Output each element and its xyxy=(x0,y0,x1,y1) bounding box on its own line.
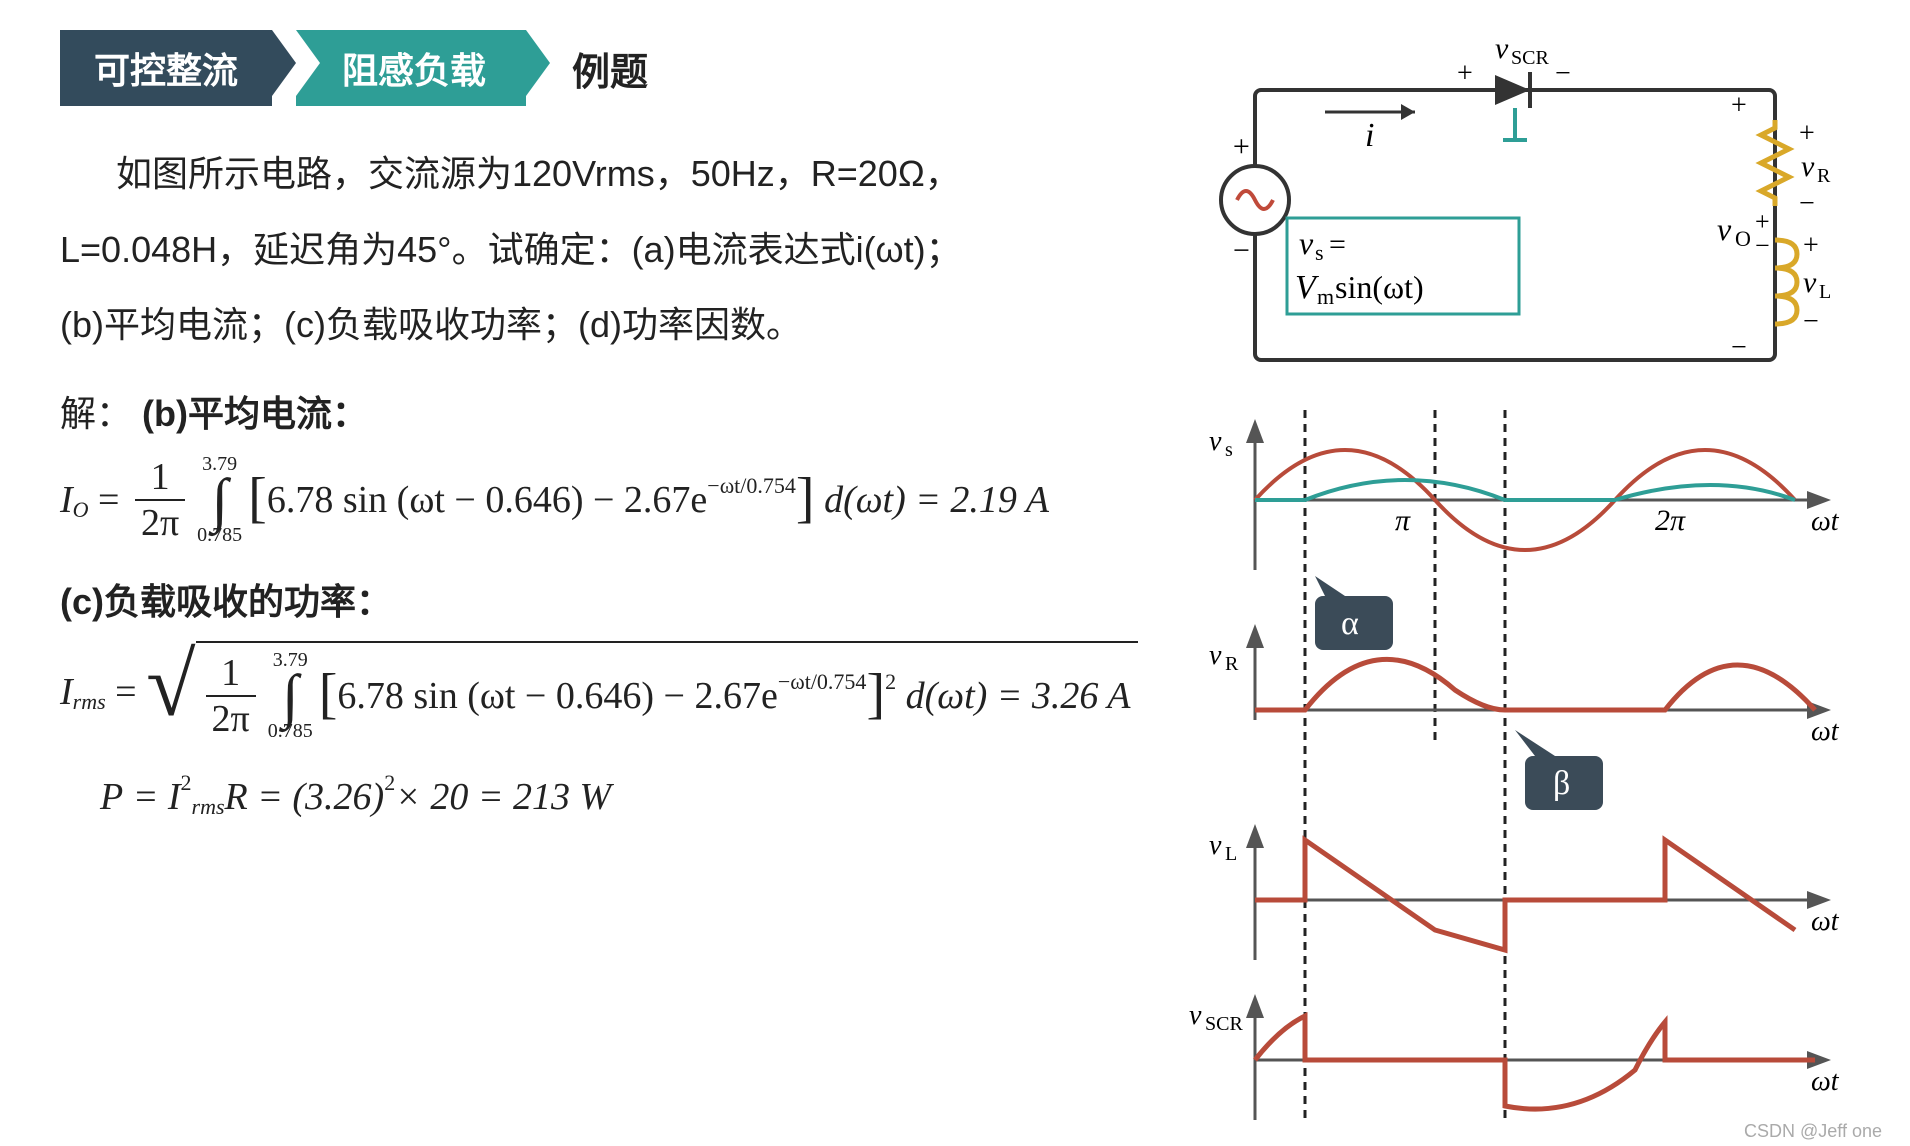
int-lower: 0.785 xyxy=(197,524,242,547)
svg-text:ν: ν xyxy=(1801,150,1815,183)
label-part-b: (b)平均电流： xyxy=(142,393,368,434)
header-row: 可控整流 阻感负载 例题 xyxy=(60,30,1160,106)
right-column: + − + − νSCR i + νR − xyxy=(1160,20,1870,1146)
tag-rl-load: 阻感负载 xyxy=(296,30,526,106)
equation-irms: Irms = √ 1 2π 3.79 ∫ 0.785 [ 6. xyxy=(60,641,1160,743)
eq-io-var: I xyxy=(60,478,73,522)
eq-irms-sq: 2 xyxy=(885,669,896,695)
svg-text:ν: ν xyxy=(1209,830,1222,861)
sqrt-wrap: √ 1 2π 3.79 ∫ 0.785 [ 6.78 sin (ωt − 0.6… xyxy=(146,641,1138,743)
solution-b-heading: 解： (b)平均电流： xyxy=(60,385,1160,437)
svg-text:ν: ν xyxy=(1299,225,1314,261)
eq-p-var: P xyxy=(100,775,123,819)
svg-text:ν: ν xyxy=(1803,266,1817,299)
svg-text:R: R xyxy=(1817,165,1831,187)
svg-text:+: + xyxy=(1799,118,1815,149)
eq-irms-exp: −ωt/0.754 xyxy=(778,669,867,695)
svg-text:ν: ν xyxy=(1495,32,1509,65)
svg-text:s: s xyxy=(1315,240,1324,265)
svg-text:L: L xyxy=(1225,843,1237,865)
svg-text:−: − xyxy=(1799,188,1815,219)
svg-text:+: + xyxy=(1457,58,1473,89)
num2: 1 xyxy=(215,651,246,695)
plot-vr: νR ωt xyxy=(1209,630,1840,747)
eq-p-r: R = (3.26) xyxy=(225,775,385,819)
svg-text:ν: ν xyxy=(1189,1000,1202,1031)
eq-p-sub1: rms xyxy=(192,794,225,820)
eq-irms-var: I xyxy=(60,670,73,714)
svg-text:−: − xyxy=(1803,306,1819,337)
circuit-diagram: + − + − νSCR i + νR − xyxy=(1195,30,1835,400)
eq-p-sup2: 2 xyxy=(384,770,395,796)
int-lower2: 0.785 xyxy=(268,720,313,743)
svg-text:sin(ωt): sin(ωt) xyxy=(1335,269,1424,305)
equation-io: IO = 1 2π 3.79 ∫ 0.785 [ 6.78 sin (ωt − … xyxy=(60,453,1160,547)
svg-text:+: + xyxy=(1803,230,1819,261)
eq-tail xyxy=(815,478,825,522)
svg-text:=: = xyxy=(1329,228,1346,261)
eq-irms-inside: 6.78 sin (ωt − 0.646) − 2.67e xyxy=(337,674,777,718)
svg-text:L: L xyxy=(1819,281,1831,303)
den2: 2π xyxy=(206,697,256,741)
header-title: 例题 xyxy=(572,41,648,96)
eq-io-integral: 3.79 ∫ 0.785 xyxy=(197,453,242,547)
svg-text:ωt: ωt xyxy=(1811,506,1840,537)
eq-io-tail: d(ωt) = 2.19 A xyxy=(824,478,1049,522)
tag-controlled-rectifier: 可控整流 xyxy=(60,30,272,106)
svg-text:2π: 2π xyxy=(1655,504,1686,537)
svg-text:i: i xyxy=(1365,117,1374,154)
callout-alpha: α xyxy=(1315,576,1393,650)
left-column: 可控整流 阻感负载 例题 如图所示电路，交流源为120Vrms，50Hz，R=2… xyxy=(60,20,1160,1146)
eq-exp: −ωt/0.754 xyxy=(707,473,796,499)
svg-text:−: − xyxy=(1231,234,1251,267)
label-solve: 解： xyxy=(60,393,132,434)
eq-io-frac: 1 2π xyxy=(135,455,185,545)
problem-line1: 如图所示电路，交流源为120Vrms，50Hz，R=20Ω， xyxy=(116,153,961,194)
waveforms: νs π 2π ωt α νR ωt xyxy=(1175,400,1855,1130)
eq-eq1: = xyxy=(89,478,129,522)
svg-text:m: m xyxy=(1317,284,1334,309)
eq-p-tail: × 20 = 213 W xyxy=(395,775,611,819)
plot-vl: νL ωt xyxy=(1209,830,1840,960)
eq-irms-tail: d(ωt) = 3.26 A xyxy=(906,674,1131,718)
watermark: CSDN @Jeff one xyxy=(1744,1121,1882,1142)
solution-c-heading: (c)负载吸收的功率： xyxy=(60,573,1160,625)
svg-text:ωt: ωt xyxy=(1811,906,1840,937)
svg-text:−: − xyxy=(1555,58,1571,89)
svg-text:ωt: ωt xyxy=(1811,716,1840,747)
svg-text:−: − xyxy=(1731,332,1747,363)
callout-beta: β xyxy=(1515,730,1603,810)
eq-irms-sub: rms xyxy=(73,689,106,715)
svg-text:α: α xyxy=(1341,605,1359,642)
eq-p-sup1: 2 xyxy=(181,770,192,796)
num: 1 xyxy=(145,455,176,499)
svg-text:β: β xyxy=(1553,765,1570,802)
svg-text:ν: ν xyxy=(1209,426,1222,457)
label-part-c: (c)负载吸收的功率： xyxy=(60,581,392,622)
svg-text:s: s xyxy=(1225,439,1233,461)
eq-p-1: = I xyxy=(133,775,181,819)
svg-text:ν: ν xyxy=(1209,640,1222,671)
problem-line3: (b)平均电流；(c)负载吸收功率；(d)功率因数。 xyxy=(60,304,802,345)
svg-text:ωt: ωt xyxy=(1811,1066,1840,1097)
svg-text:+: + xyxy=(1731,90,1747,121)
svg-text:SCR: SCR xyxy=(1205,1013,1243,1035)
problem-statement: 如图所示电路，交流源为120Vrms，50Hz，R=20Ω， L=0.048H，… xyxy=(60,136,1160,363)
svg-text:π: π xyxy=(1395,504,1411,537)
svg-text:−: − xyxy=(1755,231,1770,260)
den: 2π xyxy=(135,501,185,545)
equation-power: P = I2rms R = (3.26)2 × 20 = 213 W xyxy=(100,775,1160,819)
eq-io-sub: O xyxy=(73,497,89,523)
svg-text:R: R xyxy=(1225,653,1239,675)
problem-line2: L=0.048H，延迟角为45°。试确定：(a)电流表达式i(ωt)； xyxy=(60,229,962,270)
svg-text:SCR: SCR xyxy=(1511,47,1549,69)
eq-inside: 6.78 sin (ωt − 0.646) − 2.67e xyxy=(267,478,707,522)
svg-text:O: O xyxy=(1735,226,1751,251)
svg-text:ν: ν xyxy=(1717,211,1732,247)
inductor xyxy=(1775,240,1797,324)
svg-text:+: + xyxy=(1231,130,1251,163)
scr-symbol xyxy=(1495,72,1530,140)
plot-vscr: νSCR ωt xyxy=(1189,1000,1840,1120)
